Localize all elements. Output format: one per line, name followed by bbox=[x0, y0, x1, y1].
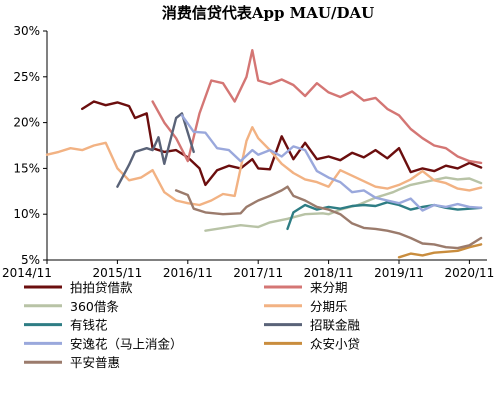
y-tick-label: 25% bbox=[13, 70, 40, 84]
y-tick-label: 30% bbox=[13, 24, 40, 38]
legend-label: 安逸花（马上消金） bbox=[70, 336, 183, 351]
x-tick-label: 2018/11 bbox=[304, 266, 354, 280]
legend-item-1: 拍拍贷借款 bbox=[24, 280, 133, 295]
legend-item-5: 有钱花 bbox=[24, 318, 108, 333]
series-line-4 bbox=[45, 125, 483, 207]
y-tick-label: 10% bbox=[13, 207, 40, 221]
series-line-1 bbox=[80, 100, 483, 187]
legend-label: 有钱花 bbox=[70, 318, 108, 333]
series-line-6 bbox=[116, 112, 195, 188]
legend-item-7: 安逸花（马上消金） bbox=[24, 336, 183, 351]
legend-item-9: 平安普惠 bbox=[24, 355, 120, 370]
series-line-7 bbox=[180, 114, 483, 212]
legend-item-6: 招联金融 bbox=[264, 318, 361, 333]
legend-label: 拍拍贷借款 bbox=[70, 280, 133, 295]
series-line-8 bbox=[397, 243, 483, 259]
legend-label: 平安普惠 bbox=[70, 355, 120, 370]
series-line-9 bbox=[174, 185, 483, 250]
y-tick-label: 15% bbox=[13, 161, 40, 175]
legend-item-2: 来分期 bbox=[264, 280, 348, 295]
series-lines bbox=[45, 49, 483, 259]
legend-label: 来分期 bbox=[310, 280, 348, 295]
legend-item-3: 360借条 bbox=[24, 299, 119, 314]
legend-label: 分期乐 bbox=[310, 299, 348, 314]
x-tick-label: 2015/11 bbox=[92, 266, 142, 280]
chart-title: 消费信贷代表App MAU/DAU bbox=[162, 4, 374, 22]
x-tick-label: 2017/11 bbox=[233, 266, 283, 280]
legend-item-8: 众安小贷 bbox=[264, 336, 360, 351]
legend-label: 众安小贷 bbox=[310, 336, 360, 351]
x-tick-label: 2014/11 bbox=[2, 266, 52, 280]
y-tick-label: 5% bbox=[21, 253, 40, 267]
series-line-2 bbox=[151, 49, 483, 165]
x-tick-label: 2016/11 bbox=[163, 266, 213, 280]
x-tick-label: 2020/11 bbox=[444, 266, 494, 280]
legend-label: 招联金融 bbox=[310, 318, 361, 333]
x-tick-label: 2019/11 bbox=[374, 266, 424, 280]
series-line-5 bbox=[286, 201, 483, 231]
axes: 30% 25% 20% 15% 10% 5%2014/11 2015/11 2016/11 20… bbox=[2, 24, 494, 280]
legend-item-4: 分期乐 bbox=[264, 299, 348, 314]
legend-label: 360借条 bbox=[70, 299, 119, 314]
y-tick-label: 20% bbox=[13, 116, 40, 130]
